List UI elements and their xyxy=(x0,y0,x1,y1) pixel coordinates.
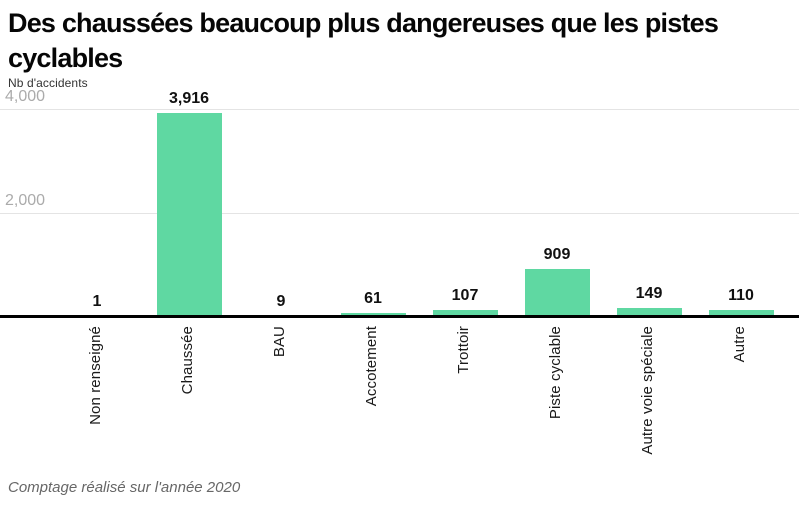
chart-title: Des chaussées beaucoup plus dangereuses … xyxy=(8,6,796,76)
x-axis-label: Trottoir xyxy=(455,326,472,374)
x-axis-label: Autre xyxy=(731,326,748,363)
bar-value-label: 149 xyxy=(635,285,663,303)
bar-value-label: 110 xyxy=(728,287,754,305)
y-tick-label: 2,000 xyxy=(5,191,46,209)
x-axis-label: Non renseigné xyxy=(87,326,104,425)
gridline xyxy=(0,212,799,214)
y-axis-title: Nb d'accidents xyxy=(8,76,88,90)
chart-title-line2: cyclables xyxy=(8,43,123,73)
y-tick-label: 4,000 xyxy=(5,88,46,105)
footer-note: Comptage réalisé sur l'année 2020 xyxy=(8,479,241,496)
x-axis-label: Piste cyclable xyxy=(547,326,564,420)
bar xyxy=(708,310,774,316)
bar-value-label: 909 xyxy=(543,245,571,263)
bar xyxy=(156,113,222,316)
bar-value-label: 1 xyxy=(92,292,102,310)
x-axis-line xyxy=(0,315,799,318)
bar-value-label: 9 xyxy=(276,292,286,310)
x-axis-label: BAU xyxy=(271,326,288,358)
chart-title-line1: Des chaussées beaucoup plus dangereuses … xyxy=(8,8,719,38)
bar xyxy=(524,268,590,316)
x-axis-label: Chaussée xyxy=(179,326,196,395)
bar-value-label: 3,916 xyxy=(168,90,210,108)
bar xyxy=(616,308,682,316)
bar xyxy=(432,310,498,316)
bar-value-label: 61 xyxy=(364,289,382,307)
bar xyxy=(340,312,406,316)
x-axis-label: Autre voie spéciale xyxy=(639,326,656,455)
x-axis-label: Accotement xyxy=(363,326,380,407)
bar-value-label: 107 xyxy=(451,287,479,305)
gridline xyxy=(0,109,799,110)
